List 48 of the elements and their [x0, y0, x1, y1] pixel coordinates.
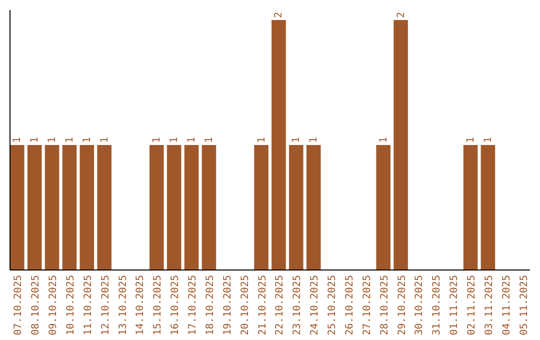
- x-tick-label: 30.10.2025: [414, 275, 426, 336]
- data-label: 1: [152, 136, 163, 143]
- x-tick-label: 29.10.2025: [396, 275, 408, 336]
- x-tick-label: 13.10.2025: [118, 275, 129, 336]
- x-tick-label: 04.11.2025: [501, 275, 512, 336]
- x-tick-label: 17.10.2025: [188, 275, 199, 336]
- data-label: 1: [256, 136, 268, 143]
- x-tick-label: 21.10.2025: [257, 275, 268, 336]
- x-tick-label: 15.10.2025: [152, 275, 164, 336]
- data-label: 1: [378, 136, 390, 143]
- x-tick-label: 12.10.2025: [100, 275, 112, 336]
- x-tick-label: 10.10.2025: [65, 275, 76, 336]
- data-label: 1: [64, 136, 76, 143]
- x-tick-label: 20.10.2025: [240, 275, 251, 336]
- data-label: 1: [308, 136, 320, 143]
- x-tick-label: 11.10.2025: [82, 275, 94, 336]
- data-label: 1: [30, 136, 41, 143]
- data-label: 1: [186, 136, 198, 143]
- data-label: 1: [82, 136, 93, 143]
- data-label: 1: [169, 136, 180, 143]
- data-label: 2: [396, 12, 407, 18]
- x-tick-label: 05.11.2025: [518, 275, 530, 336]
- x-tick-label: 02.11.2025: [466, 275, 478, 336]
- data-label: 1: [12, 136, 24, 143]
- data-label: 1: [99, 136, 110, 143]
- x-tick-label: 09.10.2025: [48, 275, 60, 336]
- x-tick-label: 25.10.2025: [327, 275, 338, 336]
- x-tick-label: 23.10.2025: [292, 275, 304, 336]
- x-tick-label: 22.10.2025: [274, 275, 286, 336]
- x-tick-label: 28.10.2025: [379, 275, 390, 336]
- x-tick-label: 18.10.2025: [204, 275, 216, 336]
- x-tick-label: 16.10.2025: [170, 275, 182, 336]
- x-tick-label: 14.10.2025: [135, 275, 146, 336]
- data-label: 1: [466, 136, 477, 143]
- data-label: 1: [204, 136, 215, 143]
- data-label: 1: [47, 136, 58, 143]
- x-tick-label: 26.10.2025: [344, 275, 356, 336]
- x-tick-label: 01.11.2025: [449, 275, 460, 336]
- data-label: 1: [482, 136, 494, 143]
- x-tick-label: 27.10.2025: [362, 275, 373, 336]
- x-tick-label: 19.10.2025: [222, 275, 234, 336]
- x-tick-label: 24.10.2025: [310, 275, 321, 336]
- x-tick-label: 31.10.2025: [432, 275, 443, 336]
- data-label: 2: [274, 12, 285, 18]
- x-tick-label: 03.11.2025: [484, 275, 495, 336]
- data-label: 1: [291, 136, 302, 143]
- x-tick-label: 07.10.2025: [13, 275, 24, 336]
- x-tick-label: 08.10.2025: [30, 275, 42, 336]
